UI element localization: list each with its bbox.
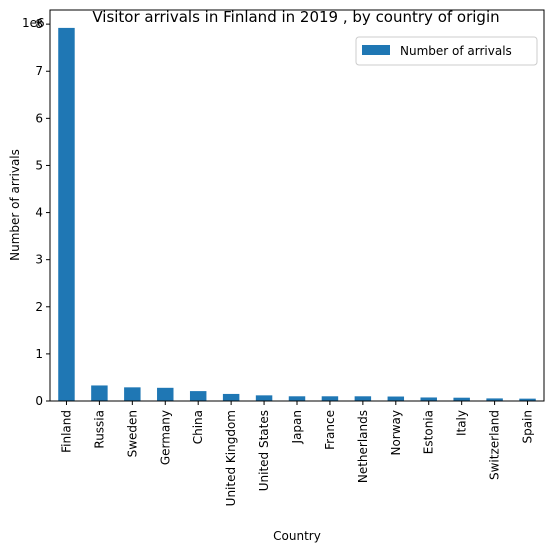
legend-label: Number of arrivals [400,44,512,58]
bar-united-kingdom [222,393,240,401]
x-tick-label: Netherlands [356,410,370,483]
x-tick-label: Finland [59,410,73,453]
x-tick-label: Sweden [125,410,139,457]
plot-area: Finland Russia Sweden Germany China United Ki… [35,17,536,506]
x-tick-label: Germany [158,410,172,465]
bar-france [321,396,339,401]
x-tick-label: Norway [389,410,403,456]
axes-frame [49,9,545,402]
x-axis-label: Country [273,529,321,543]
x-tick-label: Spain [521,410,535,444]
y-tick-label: 7 [35,64,43,78]
bar-norway [387,396,405,401]
legend-swatch [362,45,390,55]
x-tick-label: Switzerland [488,410,502,480]
bar-spain [519,398,536,401]
bar-germany [157,387,174,401]
y-tick-label: 3 [35,253,43,267]
chart-title: Visitor arrivals in Finland in 2019 , by… [92,8,499,26]
x-tick-label: France [323,410,337,450]
x-tick-label: Russia [92,410,106,449]
bar-switzerland [486,398,503,401]
bar-italy [453,397,470,401]
bar-china [189,391,207,401]
x-tick-label: China [191,410,205,444]
y-offset-text: 1e6 [22,16,45,30]
x-tick-label: Japan [290,410,304,444]
y-tick-label: 0 [35,394,43,408]
x-tick-label: Estonia [422,410,436,454]
x-tick-label: United States [257,410,271,491]
bar-finland [58,27,75,401]
legend-frame [355,36,538,66]
x-tick-label: United Kingdom [224,410,238,506]
bar-japan [288,396,306,401]
y-tick-label: 4 [35,206,43,220]
bar-sweden [124,387,141,401]
bar-russia [91,385,108,401]
bar-netherlands [354,396,372,401]
y-tick-label: 8 [35,17,43,31]
y-tick-label: 6 [35,111,43,125]
x-tick-label: Italy [455,410,469,436]
y-axis-label: Number of arrivals [8,149,22,261]
bar-estonia [420,397,437,401]
bar-united-states [255,395,273,401]
y-tick-label: 5 [35,158,43,172]
legend: Number of arrivals [355,36,538,66]
y-tick-label: 2 [35,300,43,314]
y-tick-label: 1 [35,347,43,361]
